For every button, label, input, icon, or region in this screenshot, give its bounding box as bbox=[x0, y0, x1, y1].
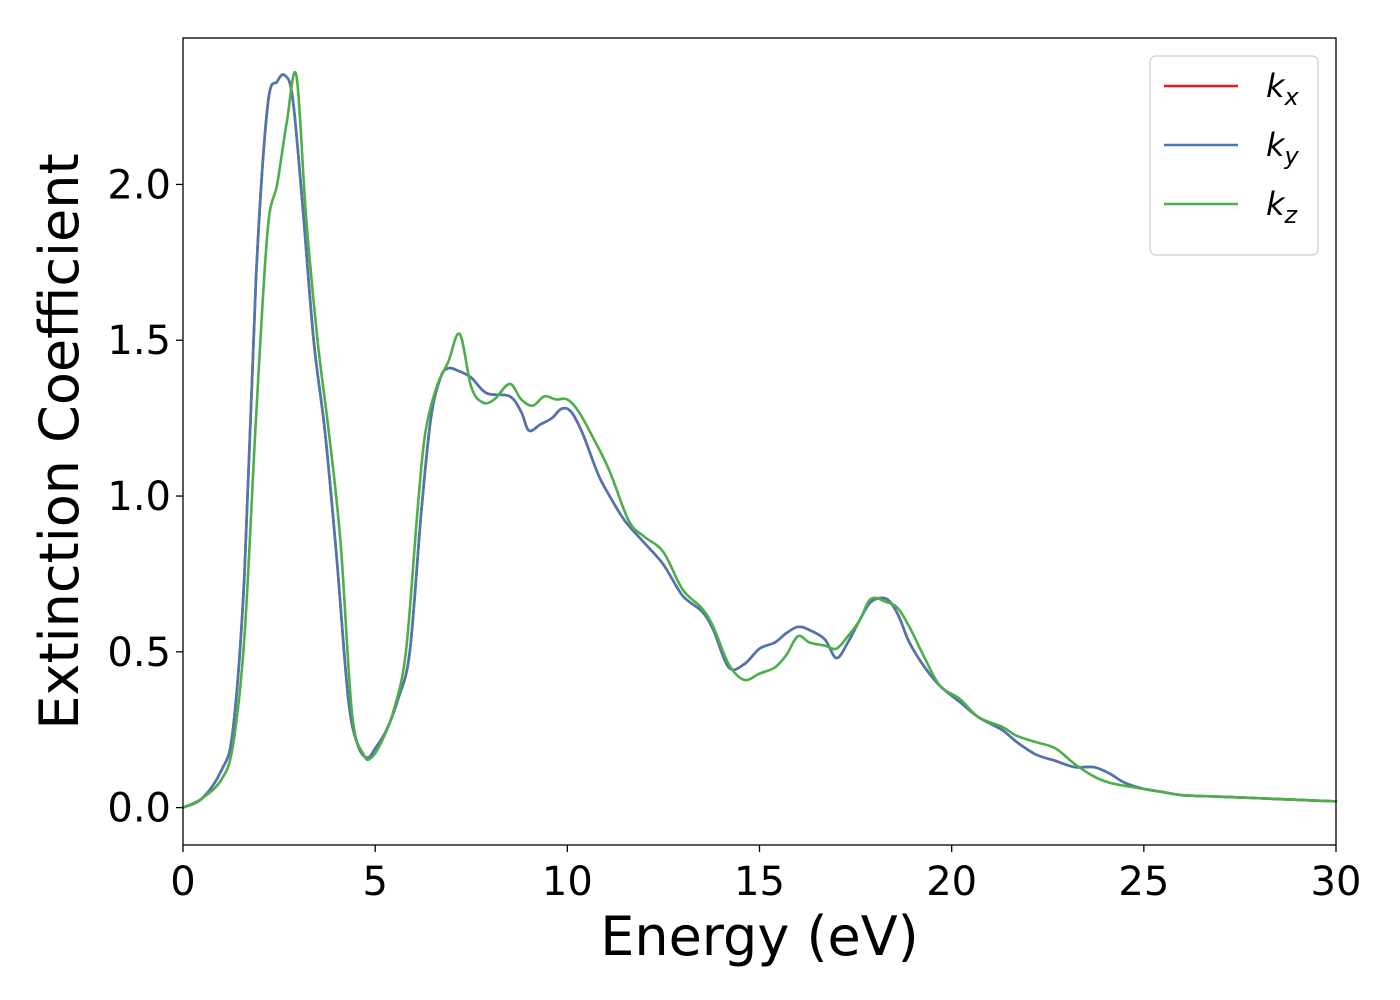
y-tick-label: 1.0 bbox=[107, 474, 171, 520]
x-tick-label: 25 bbox=[1118, 859, 1169, 905]
legend-label-main: k bbox=[1266, 67, 1286, 105]
x-axis: 0 5 10 15 20 25 30 bbox=[170, 845, 1361, 905]
legend-label-kz: kz bbox=[1266, 185, 1299, 229]
legend-label-subscript: z bbox=[1284, 201, 1299, 229]
legend-label-main: k bbox=[1266, 126, 1286, 164]
y-tick-label: 0.0 bbox=[107, 786, 171, 832]
x-tick-label: 0 bbox=[170, 859, 195, 905]
legend-label-subscript: x bbox=[1284, 83, 1300, 111]
x-tick-label: 15 bbox=[734, 859, 785, 905]
x-tick-label: 20 bbox=[926, 859, 977, 905]
y-tick-label: 2.0 bbox=[107, 162, 171, 208]
legend-label-ky: ky bbox=[1266, 126, 1300, 170]
x-axis-title: Energy (eV) bbox=[600, 905, 919, 968]
x-tick-label: 5 bbox=[362, 859, 387, 905]
series-layer bbox=[181, 70, 1338, 809]
legend-label-main: k bbox=[1266, 185, 1286, 223]
legend-label-subscript: y bbox=[1284, 142, 1300, 170]
series-line-kz bbox=[181, 70, 1338, 809]
series-line-ky bbox=[181, 73, 1338, 809]
y-axis: 0.0 0.5 1.0 1.5 2.0 bbox=[107, 162, 183, 832]
legend-label-kx: kx bbox=[1266, 67, 1300, 111]
y-tick-label: 1.5 bbox=[107, 318, 171, 364]
x-tick-label: 10 bbox=[542, 859, 593, 905]
y-axis-title: Extinction Coefficient bbox=[28, 153, 91, 729]
y-tick-label: 0.5 bbox=[107, 630, 171, 676]
x-tick-label: 30 bbox=[1311, 859, 1362, 905]
